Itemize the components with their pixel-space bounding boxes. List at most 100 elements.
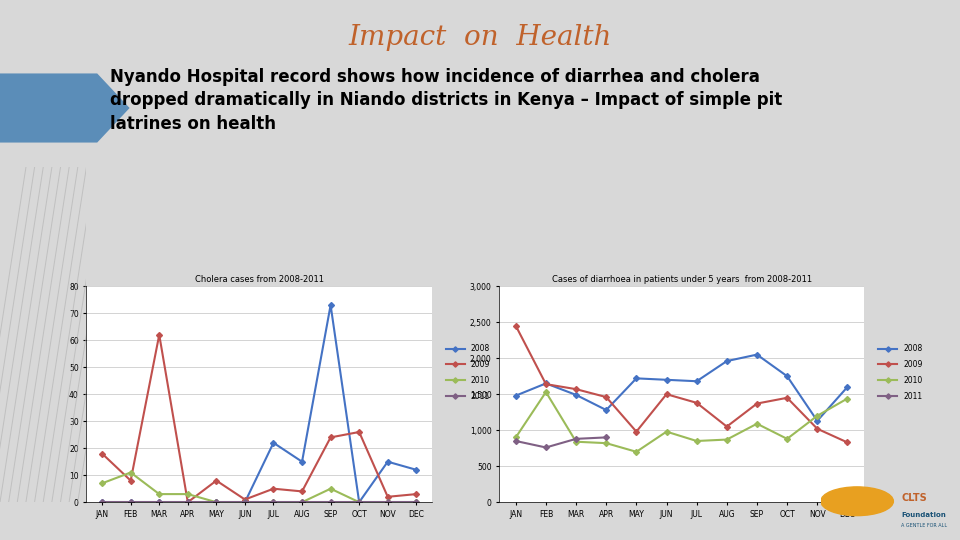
2009 — [182, 499, 194, 505]
2008 — [182, 499, 194, 505]
2011 — [239, 499, 251, 505]
Line: 2009: 2009 — [514, 323, 850, 444]
2010 — [721, 436, 732, 443]
Line: 2010: 2010 — [514, 390, 850, 454]
2008 — [125, 499, 136, 505]
2010 — [660, 428, 672, 435]
Legend: 2008, 2009, 2010, 2011: 2008, 2009, 2010, 2011 — [443, 341, 493, 404]
2011 — [96, 499, 108, 505]
2008 — [600, 407, 612, 413]
2011 — [324, 499, 336, 505]
2010 — [781, 436, 793, 442]
Line: 2010: 2010 — [100, 470, 419, 504]
2009 — [752, 400, 763, 407]
2010 — [353, 499, 365, 505]
2008 — [268, 440, 279, 446]
2010 — [691, 438, 703, 444]
Line: 2008: 2008 — [514, 353, 850, 423]
Line: 2008: 2008 — [100, 303, 419, 504]
2008 — [811, 417, 823, 424]
2008 — [842, 384, 853, 390]
2008 — [96, 499, 108, 505]
2008 — [239, 499, 251, 505]
2009 — [631, 428, 642, 435]
2011 — [353, 499, 365, 505]
2010 — [268, 499, 279, 505]
Circle shape — [821, 487, 894, 516]
2009 — [324, 434, 336, 441]
2008 — [353, 499, 365, 505]
2010 — [154, 491, 165, 497]
2009 — [600, 394, 612, 400]
2010 — [125, 469, 136, 476]
2008 — [510, 393, 521, 399]
2009 — [210, 477, 222, 484]
2009 — [842, 439, 853, 446]
2009 — [691, 400, 703, 406]
Legend: 2008, 2009, 2010, 2011: 2008, 2009, 2010, 2011 — [876, 341, 925, 404]
2009 — [660, 391, 672, 397]
2008 — [752, 352, 763, 358]
2010 — [382, 499, 394, 505]
2011 — [600, 434, 612, 441]
2009 — [721, 423, 732, 430]
Line: 2009: 2009 — [100, 333, 419, 504]
2008 — [210, 499, 222, 505]
2010 — [210, 499, 222, 505]
2011 — [125, 499, 136, 505]
2008 — [540, 380, 552, 387]
2010 — [811, 413, 823, 419]
2010 — [510, 434, 521, 441]
2008 — [721, 358, 732, 365]
2008 — [382, 458, 394, 465]
2011 — [540, 444, 552, 451]
2008 — [660, 376, 672, 383]
Text: Nyando Hospital record shows how incidence of diarrhea and cholera
dropped drama: Nyando Hospital record shows how inciden… — [110, 68, 782, 133]
2009 — [540, 381, 552, 387]
2010 — [752, 421, 763, 427]
2009 — [96, 450, 108, 457]
2008 — [297, 458, 308, 465]
2008 — [781, 373, 793, 380]
2010 — [600, 440, 612, 447]
2009 — [268, 485, 279, 492]
2008 — [570, 392, 582, 398]
Text: A GENTLE FOR ALL: A GENTLE FOR ALL — [901, 523, 948, 528]
2009 — [239, 496, 251, 503]
2010 — [411, 499, 422, 505]
2008 — [411, 467, 422, 473]
2008 — [691, 378, 703, 384]
Text: CLTS: CLTS — [901, 492, 927, 503]
2008 — [154, 499, 165, 505]
2011 — [510, 438, 521, 444]
2008 — [324, 302, 336, 308]
2011 — [182, 499, 194, 505]
2011 — [411, 499, 422, 505]
2009 — [781, 395, 793, 401]
2011 — [268, 499, 279, 505]
2008 — [631, 375, 642, 382]
Text: Impact  on  Health: Impact on Health — [348, 24, 612, 51]
2010 — [570, 438, 582, 445]
2010 — [842, 395, 853, 402]
2009 — [297, 488, 308, 495]
Text: Foundation: Foundation — [901, 512, 946, 518]
2010 — [96, 480, 108, 487]
2010 — [324, 485, 336, 492]
2010 — [239, 499, 251, 505]
Line: 2011: 2011 — [514, 435, 609, 450]
2011 — [297, 499, 308, 505]
Polygon shape — [0, 73, 130, 143]
Title: Cholera cases from 2008-2011: Cholera cases from 2008-2011 — [195, 275, 324, 284]
2011 — [570, 436, 582, 442]
2009 — [510, 322, 521, 329]
2011 — [210, 499, 222, 505]
2009 — [382, 494, 394, 500]
2009 — [353, 429, 365, 435]
2010 — [297, 499, 308, 505]
2010 — [631, 449, 642, 455]
2009 — [411, 491, 422, 497]
2009 — [125, 477, 136, 484]
2011 — [382, 499, 394, 505]
2009 — [811, 426, 823, 432]
